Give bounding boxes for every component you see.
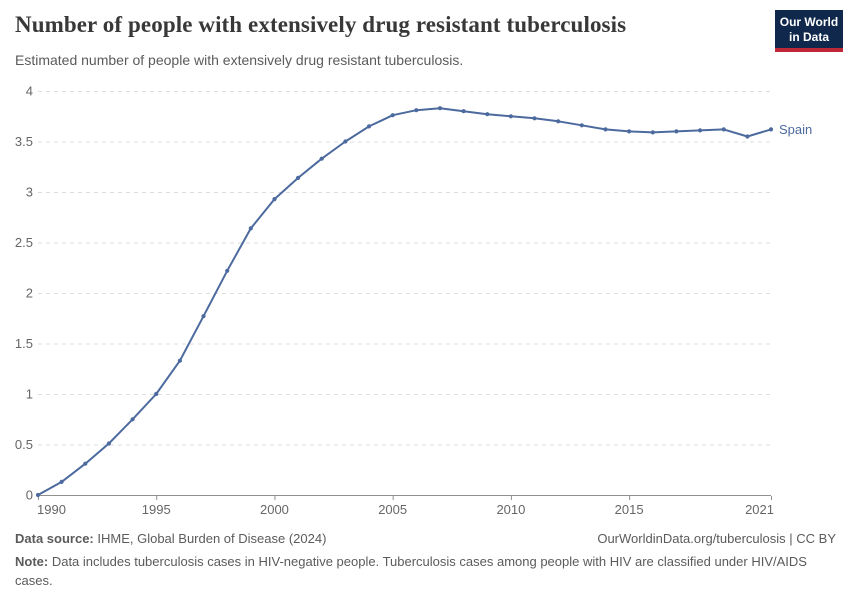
y-axis-tick-label: 2.5 [15, 235, 33, 250]
y-axis-tick-label: 0.5 [15, 437, 33, 452]
data-point[interactable] [201, 314, 206, 319]
data-point[interactable] [768, 127, 774, 132]
y-axis-tick-label: 0 [26, 488, 33, 503]
data-point[interactable] [319, 156, 324, 161]
data-point[interactable] [59, 479, 64, 484]
data-point[interactable] [390, 113, 395, 118]
data-point[interactable] [225, 268, 230, 273]
data-point[interactable] [437, 106, 443, 111]
chart-subtitle: Estimated number of people with extensiv… [15, 52, 464, 68]
data-point[interactable] [296, 175, 301, 180]
data-point[interactable] [343, 139, 348, 144]
note-text: Data includes tuberculosis cases in HIV-… [15, 554, 807, 588]
line-chart-canvas: 0 0.5 1 1.5 2 2.5 3 3.5 4 1990 1995 2000 2005 2010 201… [15, 84, 812, 518]
x-axis-tick-label: 1990 [37, 502, 66, 517]
note-row: Note: Data includes tuberculosis cases i… [15, 552, 815, 590]
chart-area[interactable]: 0 0.5 1 1.5 2 2.5 3 3.5 4 1990 1995 2000 2005 2010 201… [0, 80, 850, 530]
owid-logo-line2: in Data [788, 30, 829, 44]
data-point[interactable] [248, 226, 253, 231]
x-axis-tick-label: 1995 [142, 502, 171, 517]
data-point[interactable] [579, 123, 584, 128]
data-point[interactable] [35, 492, 41, 498]
data-point[interactable] [603, 127, 608, 132]
data-point[interactable] [650, 130, 655, 135]
data-source: Data source: IHME, Global Burden of Dise… [15, 531, 326, 546]
data-point[interactable] [485, 112, 490, 117]
data-point[interactable] [366, 124, 372, 129]
data-point[interactable] [130, 417, 135, 422]
series-line-spain[interactable] [37, 107, 772, 496]
data-point[interactable] [177, 358, 182, 363]
data-point[interactable] [106, 441, 111, 446]
x-axis-tick-label: 2015 [615, 502, 644, 517]
x-axis-tick-label: 2000 [260, 502, 289, 517]
data-point[interactable] [83, 461, 88, 466]
data-point[interactable] [745, 134, 750, 139]
x-axis-tick-label: 2010 [496, 502, 525, 517]
source-row: Data source: IHME, Global Burden of Dise… [15, 531, 836, 546]
note-label: Note: [15, 554, 49, 569]
data-point[interactable] [698, 128, 703, 133]
y-axis-tick-label: 4 [26, 84, 33, 99]
data-point[interactable] [508, 114, 513, 119]
owid-logo-line1: Our World [779, 15, 839, 29]
y-axis-tick-label: 2 [26, 286, 33, 301]
y-axis-tick-label: 3.5 [15, 134, 33, 149]
data-point[interactable] [461, 109, 466, 114]
chart-footer: Data source: IHME, Global Burden of Dise… [15, 531, 836, 590]
x-axis-tick-label: 2005 [378, 502, 407, 517]
owid-url-link[interactable]: OurWorldinData.org/tuberculosis | CC BY [597, 531, 836, 546]
y-axis-tick-label: 3 [26, 185, 33, 200]
data-point[interactable] [154, 391, 159, 397]
data-point[interactable] [272, 197, 277, 202]
data-point[interactable] [556, 119, 561, 124]
page-title: Number of people with extensively drug r… [15, 12, 627, 37]
data-point[interactable] [721, 127, 726, 132]
data-point[interactable] [414, 108, 419, 113]
data-source-text: IHME, Global Burden of Disease (2024) [93, 531, 327, 546]
data-point[interactable] [674, 129, 679, 134]
series-end-label[interactable]: Spain [779, 122, 812, 137]
x-axis-tick-label: 2021 [745, 502, 774, 517]
owid-logo[interactable]: Our World in Data [775, 10, 843, 52]
data-point[interactable] [627, 129, 632, 134]
y-axis-tick-label: 1 [26, 387, 33, 402]
data-source-label: Data source: [15, 531, 94, 546]
data-point[interactable] [532, 116, 537, 121]
y-axis-tick-label: 1.5 [15, 336, 33, 351]
